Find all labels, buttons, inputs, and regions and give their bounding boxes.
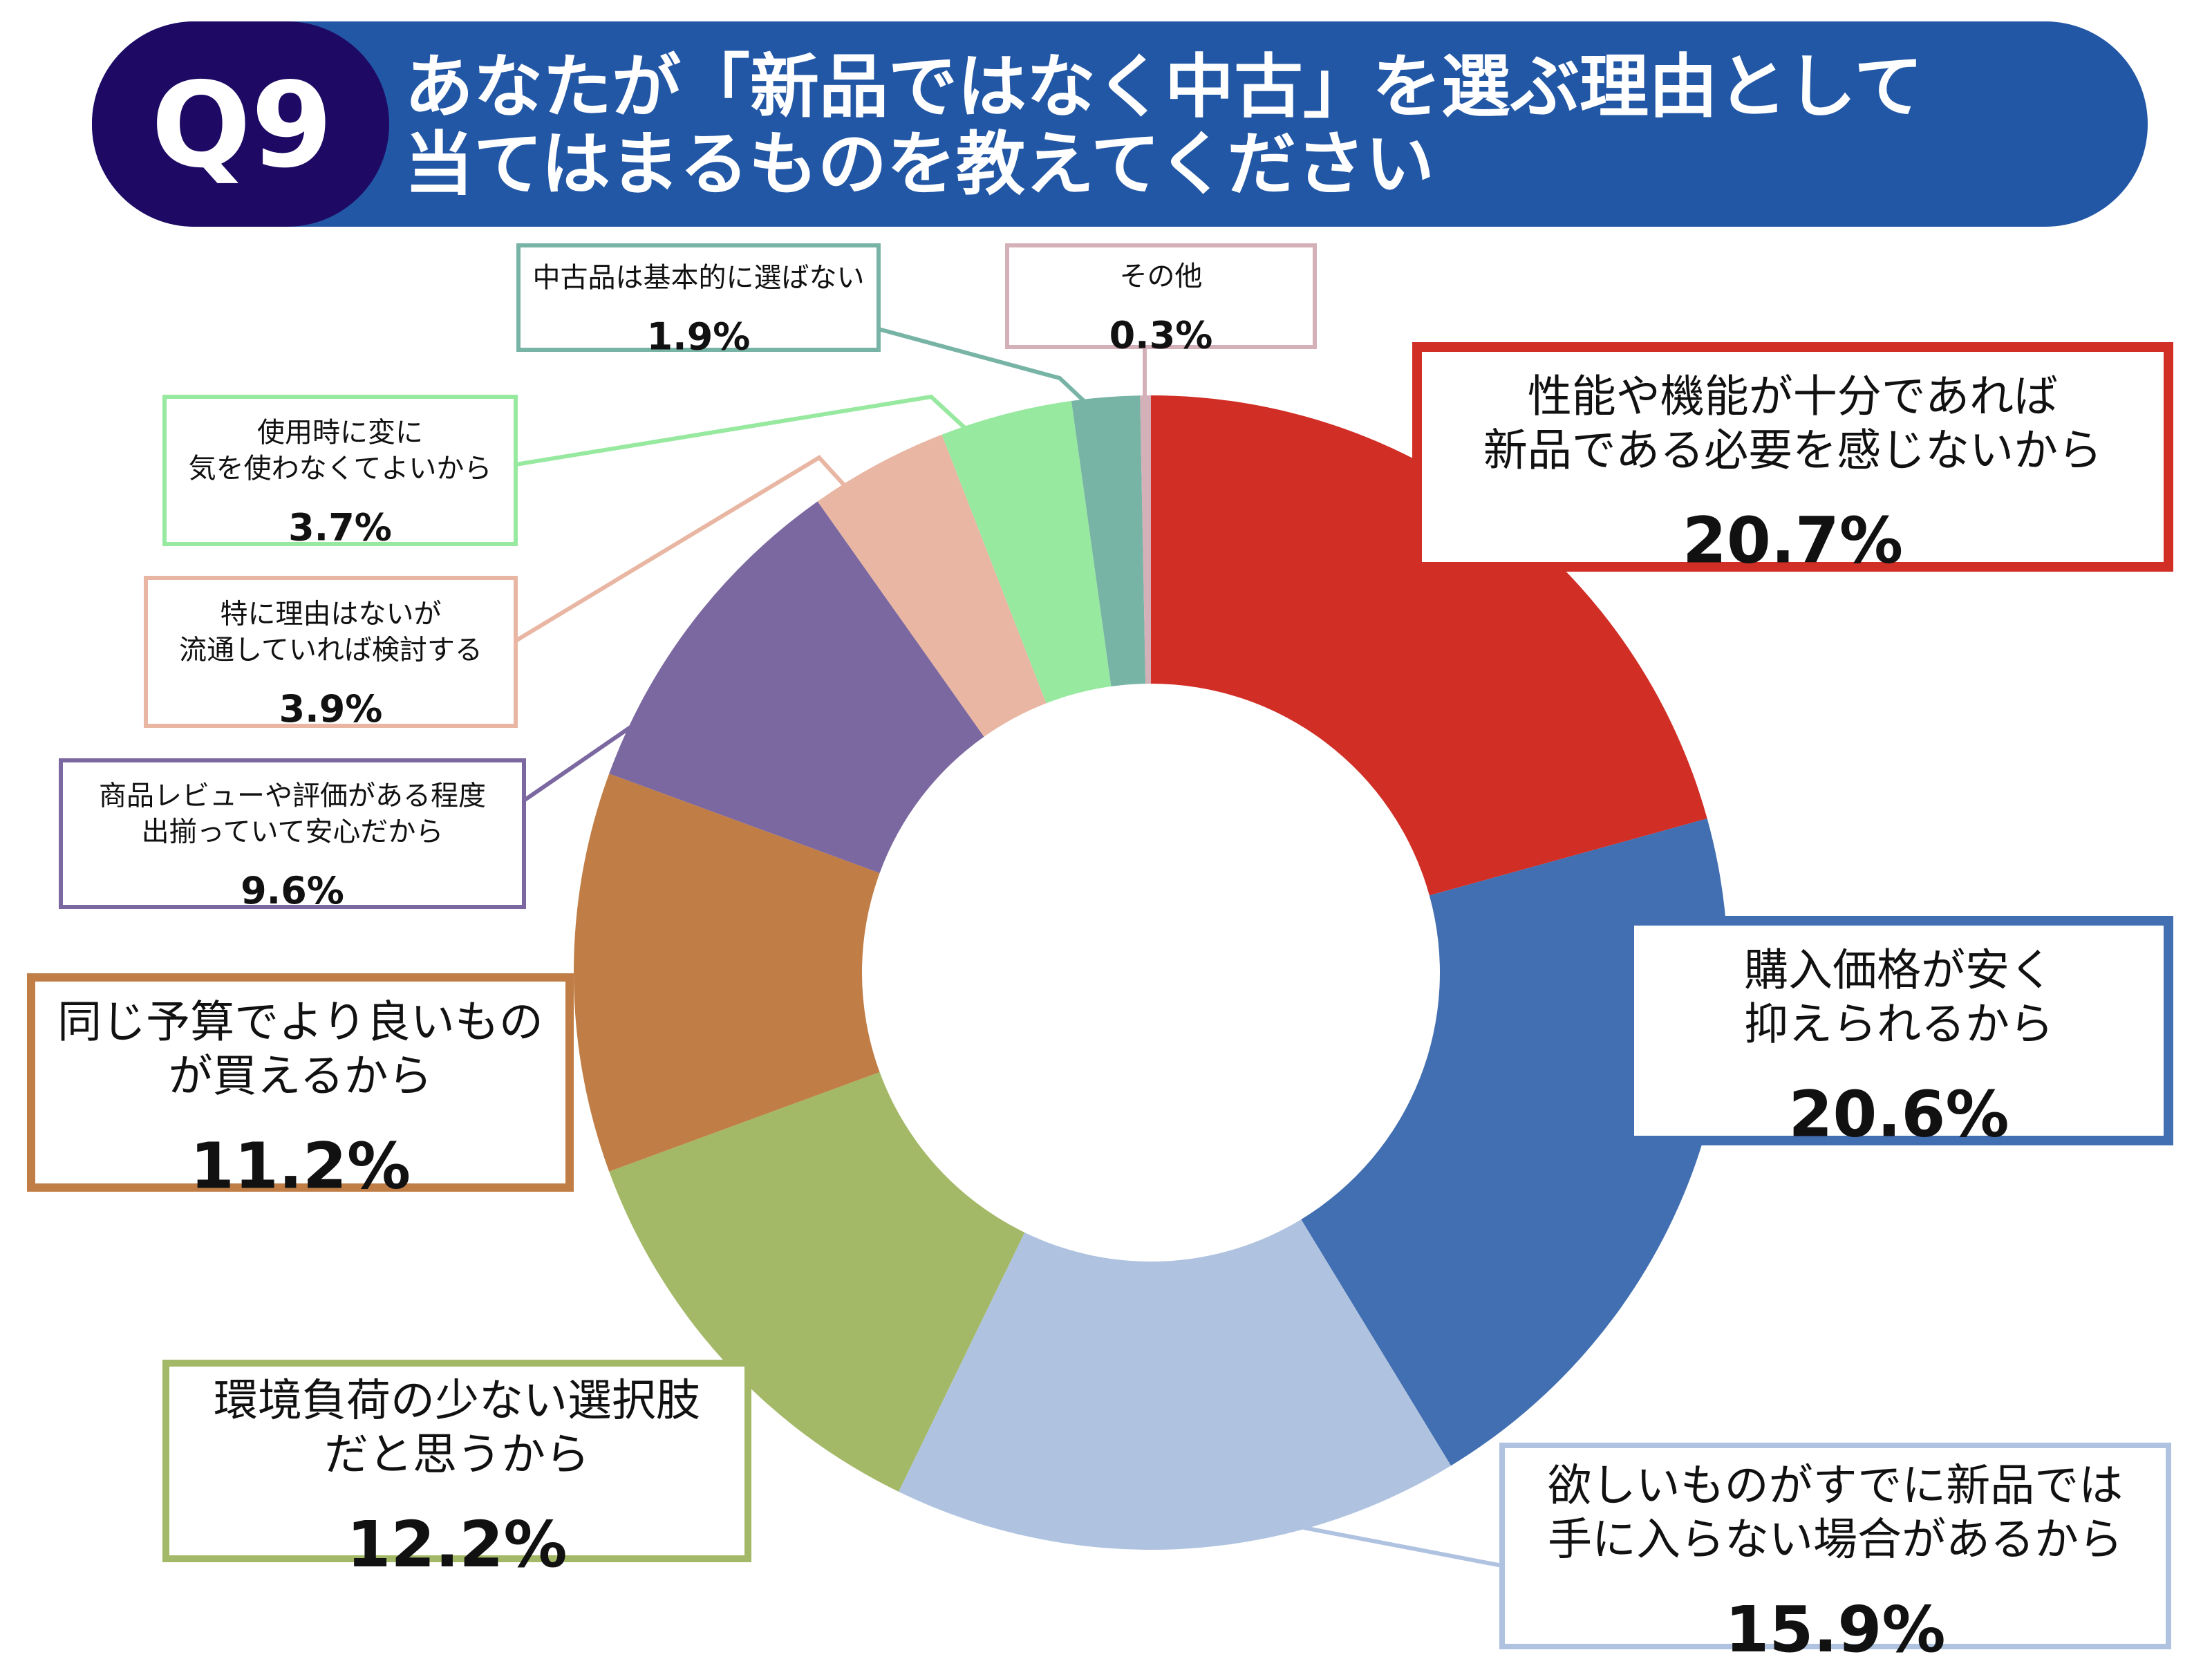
value-label: 3.7% (288, 506, 392, 550)
value-label: 15.9% (1725, 1593, 1945, 1659)
label-text: 出揃っていて安心だから (142, 816, 444, 848)
slice-label-9: その他 0.3% (1005, 243, 1317, 357)
title-line-2: 当てはまるものを教えてください (404, 124, 1434, 205)
donut-slice-1 (1301, 818, 1729, 1466)
donut-slices (574, 395, 1729, 1550)
label-box (1499, 1443, 2171, 1649)
donut-slice-7 (941, 400, 1112, 704)
label-text: 使用時に変に (257, 417, 423, 449)
value-label: 11.2% (190, 1129, 411, 1203)
label-text: 気を使わなくてよいから (189, 453, 492, 485)
label-box (162, 1360, 751, 1562)
label-box (59, 758, 526, 909)
leader-line-2 (1303, 1526, 1503, 1568)
label-text: 購入価格が安く (1744, 945, 2054, 996)
leader-line-5 (523, 725, 632, 803)
label-text: 欲しいものがすでに新品では (1548, 1461, 2124, 1512)
leader-line-8 (878, 327, 1086, 403)
question-badge (92, 21, 389, 227)
value-label: 0.3% (1109, 314, 1213, 357)
value-label: 9.6% (241, 869, 344, 912)
label-text: 手に入らない場合があるから (1548, 1515, 2123, 1566)
donut-slice-5 (609, 501, 984, 873)
donut-slice-2 (899, 1219, 1452, 1550)
label-text: 商品レビューや評価がある程度 (99, 780, 486, 812)
value-label: 3.9% (279, 687, 383, 731)
slice-label-8: 中古品は基本的に選ばない 1.9% (516, 243, 881, 359)
label-box (1412, 342, 2173, 572)
label-text: 中古品は基本的に選ばない (533, 262, 865, 294)
header-banner: Q9 あなたが「新品ではなく中古」を選ぶ理由として 当てはまるものを教えてくださ… (92, 21, 2148, 227)
header-bar (92, 21, 2148, 227)
label-text: 抑えられるから (1744, 999, 2054, 1050)
value-label: 20.6% (1788, 1077, 2009, 1151)
label-text: 特に理由はないが (221, 599, 442, 630)
label-text: 環境負荷の少ない選択肢 (214, 1376, 700, 1427)
label-text: 性能や機能が十分であれば (1528, 371, 2058, 422)
donut-slice-6 (817, 434, 1047, 737)
donut-slice-9 (1140, 395, 1151, 684)
question-number: Q9 (151, 57, 333, 194)
label-box (27, 973, 574, 1192)
value-label: 20.7% (1683, 503, 1903, 577)
value-label: 12.2% (346, 1508, 567, 1582)
label-text: その他 (1120, 261, 1203, 292)
value-label: 1.9% (647, 315, 751, 359)
leader-line-6 (514, 455, 850, 643)
label-text: が買えるから (168, 1051, 432, 1102)
title-line-1: あなたが「新品ではなく中古」を選ぶ理由として (404, 46, 1923, 127)
label-text: 流通していれば検討する (179, 635, 482, 666)
leader-line-7 (515, 394, 968, 467)
label-text: だと思うから (324, 1430, 590, 1481)
leader-lines (514, 327, 1503, 1568)
label-box (1624, 916, 2173, 1145)
donut-slice-8 (1071, 395, 1146, 686)
label-text: 同じ予算でより良いもの (57, 997, 543, 1048)
label-box (1005, 243, 1317, 349)
label-box (144, 576, 518, 728)
donut-slice-0 (1151, 395, 1707, 896)
label-text: 新品である必要を感じないから (1483, 425, 2102, 476)
donut-slice-3 (609, 1072, 1025, 1492)
label-box (162, 395, 518, 546)
label-box (516, 243, 881, 352)
donut-slice-4 (574, 774, 880, 1172)
